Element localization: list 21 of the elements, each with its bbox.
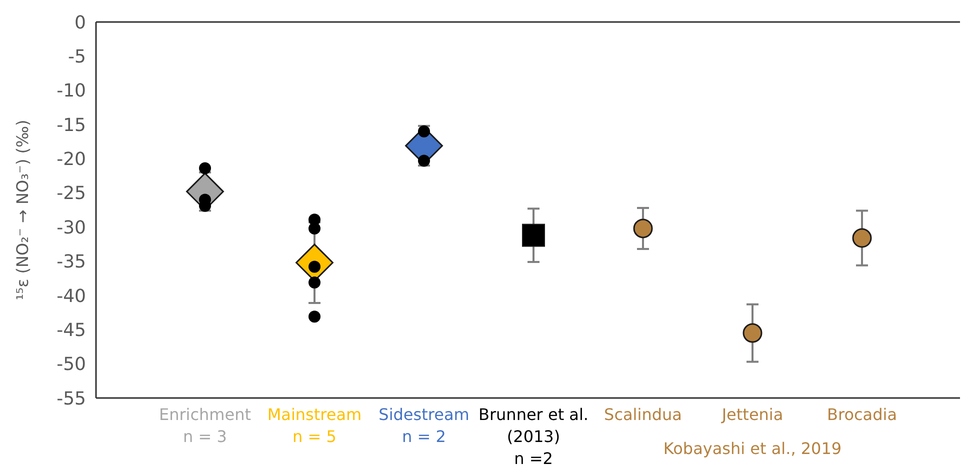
x-tick-label: Sidestream n = 2: [378, 405, 470, 446]
y-tick-label: -45: [56, 320, 86, 341]
x-tick-label: Scalindua: [604, 405, 682, 424]
y-tick-label: -50: [56, 354, 86, 376]
x-tick-label: Brunner et al. (2013) n =2: [478, 405, 589, 468]
y-tick-label: -40: [56, 286, 86, 307]
y-tick-label: -10: [56, 80, 86, 102]
y-tick-label: -30: [56, 217, 86, 238]
y-tick-label: -55: [56, 388, 86, 410]
y-tick-label: -25: [56, 183, 86, 204]
y-tick-label: -20: [56, 149, 86, 170]
x-tick-label: Jettenia: [720, 405, 784, 424]
y-tick-label: 0: [74, 12, 86, 34]
y-axis-title: ¹⁵ε (NO₂⁻ → NO₃⁻) (‰): [13, 120, 32, 300]
y-tick-label: -5: [68, 46, 86, 68]
y-tick-label: -35: [56, 252, 86, 273]
x-tick-label: Mainstream n = 5: [267, 405, 362, 446]
y-tick-label: -15: [56, 114, 86, 136]
x-tick-label: Enrichment n = 3: [158, 405, 252, 446]
text: Kobayashi et al., 2019: [663, 439, 842, 458]
x-tick-label: Brocadia: [827, 405, 897, 424]
